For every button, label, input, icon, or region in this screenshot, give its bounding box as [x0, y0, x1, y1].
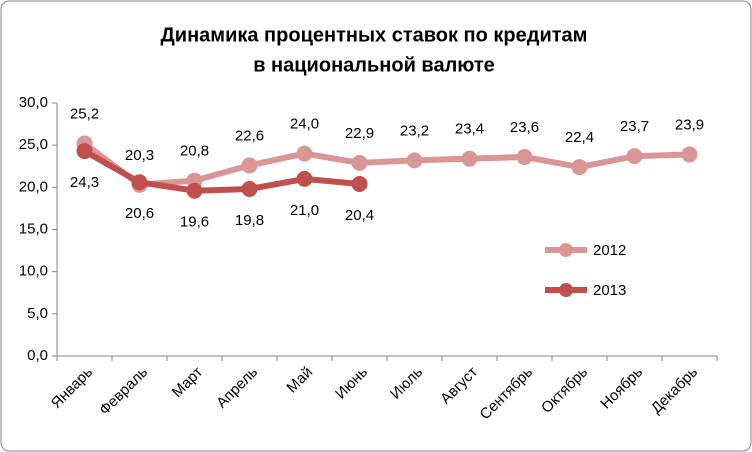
- point: [296, 145, 313, 162]
- data-label: 20,6: [125, 205, 154, 222]
- y-tick-label: 5,0: [27, 305, 48, 322]
- point: [516, 148, 533, 165]
- y-tick-label: 20,0: [19, 178, 48, 195]
- data-label: 24,0: [290, 116, 319, 133]
- data-label: 25,2: [70, 105, 99, 122]
- data-label: 23,4: [455, 121, 484, 138]
- data-label: 20,8: [180, 143, 209, 160]
- point: [461, 150, 478, 167]
- point: [681, 146, 698, 163]
- data-label: 20,3: [125, 147, 154, 164]
- point: [571, 159, 588, 176]
- point: [241, 181, 258, 198]
- point: [351, 154, 368, 171]
- data-label: 19,6: [180, 214, 209, 231]
- data-label: 23,2: [400, 122, 429, 139]
- y-tick-label: 0,0: [27, 347, 48, 364]
- y-tick-label: 15,0: [19, 220, 48, 237]
- series-line: [83, 148, 360, 194]
- point: [241, 157, 258, 174]
- legend-marker: [559, 283, 573, 297]
- data-label: 21,0: [290, 202, 319, 219]
- point: [626, 148, 643, 165]
- data-label: 20,4: [345, 207, 374, 224]
- legend-label: 2012: [593, 242, 626, 259]
- point: [186, 182, 203, 199]
- y-tick-label: 25,0: [19, 136, 48, 153]
- data-label: 19,8: [235, 212, 264, 229]
- data-label: 23,6: [510, 119, 539, 136]
- series-line: [82, 141, 690, 188]
- data-label: 23,7: [620, 118, 649, 135]
- point: [76, 143, 93, 160]
- chart-title: в национальной валюте: [253, 54, 495, 76]
- point: [406, 152, 423, 169]
- point: [131, 174, 148, 191]
- data-label: 22,9: [345, 125, 374, 142]
- data-label: 22,6: [235, 127, 264, 144]
- point: [351, 175, 368, 192]
- y-tick-label: 30,0: [19, 94, 48, 111]
- y-tick-label: 10,0: [19, 263, 48, 280]
- data-label: 22,4: [565, 129, 594, 146]
- point: [296, 170, 313, 187]
- data-label: 23,9: [675, 116, 704, 133]
- chart-title: Динамика процентных ставок по кредитам: [161, 24, 588, 46]
- legend-marker: [559, 243, 573, 257]
- data-label: 24,3: [70, 174, 99, 191]
- legend-label: 2013: [593, 282, 626, 299]
